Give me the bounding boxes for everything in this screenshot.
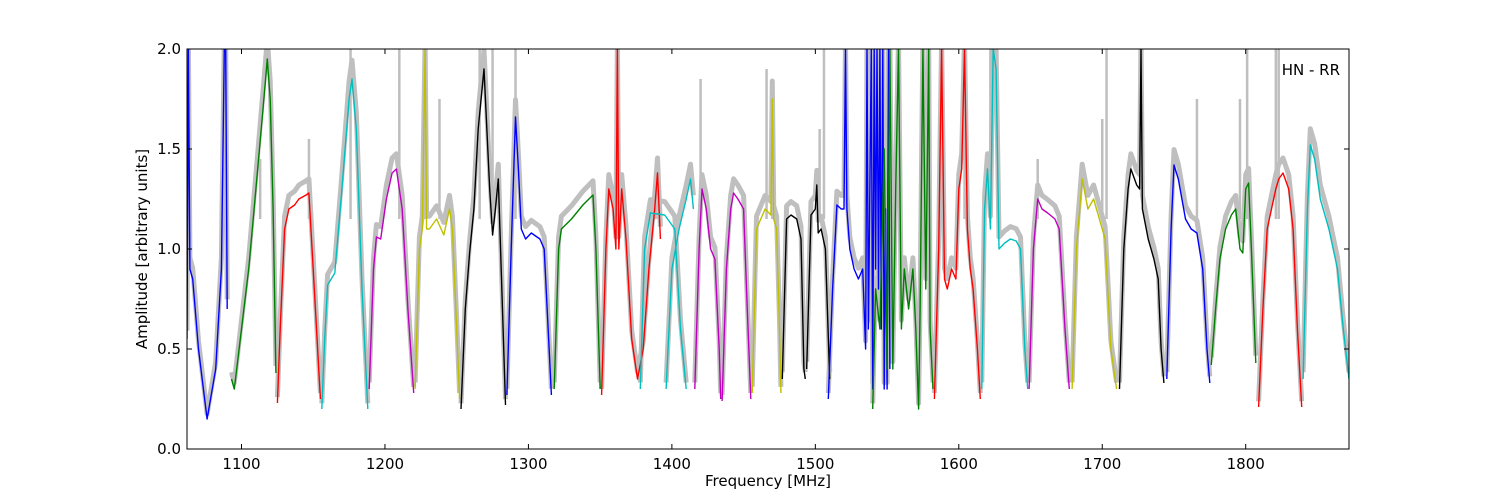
envelope-band-6 xyxy=(458,49,508,404)
series-line-20 xyxy=(981,49,1029,390)
series-line-10 xyxy=(639,212,687,390)
envelope-layer xyxy=(187,49,1349,417)
series-line-17 xyxy=(827,49,891,400)
y-tick-label: 2.0 xyxy=(157,40,181,58)
series-line-3 xyxy=(321,78,369,410)
series-line-19 xyxy=(933,49,981,400)
envelope-band-25 xyxy=(1208,165,1259,358)
series-layer xyxy=(187,49,1349,420)
envelope-band-3 xyxy=(319,57,371,404)
envelope-band-5 xyxy=(412,49,463,394)
series-line-18 xyxy=(872,49,934,410)
y-axis-label: Amplitude [arbitrary units] xyxy=(133,149,151,349)
series-line-2 xyxy=(276,192,322,404)
y-tick-label: 1.0 xyxy=(157,240,181,258)
x-tick-label: 1800 xyxy=(1227,455,1265,473)
series-line-12 xyxy=(694,188,722,400)
series-line-25 xyxy=(1210,182,1257,366)
envelope-band-20 xyxy=(979,49,1031,383)
annotation-label: HN - RR xyxy=(1282,61,1340,79)
series-line-9 xyxy=(600,49,662,396)
envelope-band-0 xyxy=(187,49,230,417)
series-line-14 xyxy=(751,98,782,394)
y-axis: 0.0 0.5 1.0 1.5 2.0 xyxy=(157,40,1349,458)
envelope-band-22 xyxy=(1069,161,1120,383)
x-tick-label: 1300 xyxy=(509,455,547,473)
series-line-23 xyxy=(1118,49,1165,390)
x-tick-label: 1200 xyxy=(366,455,404,473)
series-line-7 xyxy=(506,116,553,396)
x-tick-label: 1400 xyxy=(653,455,691,473)
envelope-band-7 xyxy=(504,97,554,389)
series-line-13 xyxy=(721,192,752,402)
envelope-band-4 xyxy=(366,151,417,387)
envelope-band-9 xyxy=(599,49,663,389)
series-line-1 xyxy=(230,58,277,390)
series-line-8 xyxy=(553,194,601,390)
y-tick-label: 0.5 xyxy=(157,340,181,358)
series-line-0 xyxy=(187,49,228,420)
x-tick-label: 1500 xyxy=(796,455,834,473)
series-line-5 xyxy=(414,49,461,400)
x-tick-label: 1700 xyxy=(1083,455,1121,473)
series-line-22 xyxy=(1071,178,1118,390)
series-line-27 xyxy=(1302,144,1349,380)
series-line-4 xyxy=(368,168,415,394)
y-tick-label: 0.0 xyxy=(157,440,181,458)
x-axis-label: Frequency [MHz] xyxy=(705,472,831,490)
series-line-21 xyxy=(1028,198,1070,390)
series-line-24 xyxy=(1166,164,1211,384)
series-line-6 xyxy=(460,68,507,410)
x-tick-label: 1100 xyxy=(222,455,260,473)
series-line-11 xyxy=(665,178,695,390)
y-tick-label: 1.5 xyxy=(157,140,181,158)
x-axis: 1100 1200 1300 1400 1500 1600 1700 1800 xyxy=(222,49,1265,473)
envelope-band-23 xyxy=(1117,49,1167,383)
series-line-15 xyxy=(781,214,806,380)
series-line-26 xyxy=(1257,172,1303,408)
x-tick-label: 1600 xyxy=(940,455,978,473)
series-line-16 xyxy=(806,184,831,380)
